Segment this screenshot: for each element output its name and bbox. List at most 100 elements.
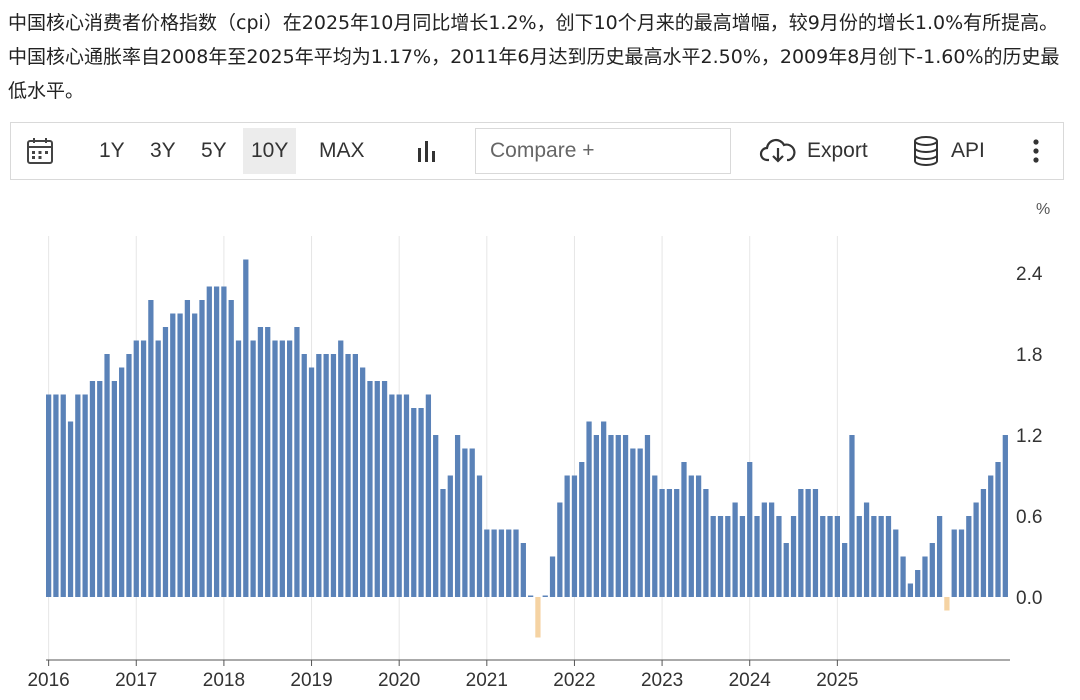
bar[interactable]: [119, 367, 125, 598]
bar[interactable]: [345, 354, 351, 597]
bar[interactable]: [221, 286, 227, 598]
bar[interactable]: [528, 595, 534, 598]
bar[interactable]: [403, 394, 410, 598]
bar[interactable]: [301, 354, 307, 597]
bar[interactable]: [637, 448, 643, 598]
bar[interactable]: [798, 489, 804, 597]
bar[interactable]: [820, 516, 826, 597]
bar[interactable]: [936, 516, 943, 597]
bar[interactable]: [440, 489, 446, 597]
bar[interactable]: [199, 300, 205, 597]
bar[interactable]: [53, 394, 59, 598]
bar[interactable]: [995, 462, 1001, 597]
bar[interactable]: [827, 516, 833, 597]
bar[interactable]: [46, 394, 52, 598]
range-10y-button[interactable]: 10Y: [243, 128, 297, 174]
bar[interactable]: [213, 286, 220, 598]
range-5y-button[interactable]: 5Y: [201, 139, 227, 162]
bar[interactable]: [666, 489, 673, 597]
bar[interactable]: [973, 502, 979, 598]
bar[interactable]: [294, 327, 300, 597]
bar[interactable]: [192, 313, 198, 598]
bar[interactable]: [761, 502, 767, 598]
bar[interactable]: [900, 556, 906, 598]
bar[interactable]: [89, 381, 96, 597]
bar[interactable]: [308, 367, 315, 598]
bar[interactable]: [396, 394, 402, 598]
bar[interactable]: [754, 516, 760, 597]
bar[interactable]: [476, 475, 483, 598]
bar[interactable]: [206, 286, 212, 598]
bar[interactable]: [681, 462, 687, 597]
chart-type-button[interactable]: [415, 123, 441, 179]
export-button[interactable]: Export: [759, 123, 868, 179]
bar[interactable]: [418, 408, 424, 597]
bar[interactable]: [1002, 435, 1008, 597]
bar[interactable]: [988, 475, 994, 598]
bar[interactable]: [454, 435, 461, 597]
bar[interactable]: [104, 354, 110, 597]
bar[interactable]: [980, 489, 987, 597]
bar[interactable]: [542, 595, 548, 598]
bar[interactable]: [287, 340, 293, 598]
bar[interactable]: [184, 300, 191, 597]
bar[interactable]: [790, 516, 797, 597]
bar[interactable]: [177, 313, 183, 598]
bar[interactable]: [783, 543, 789, 597]
bar[interactable]: [520, 543, 526, 597]
bar[interactable]: [323, 354, 329, 597]
bar[interactable]: [695, 475, 702, 598]
bar[interactable]: [257, 327, 264, 597]
bar[interactable]: [433, 435, 439, 597]
bar[interactable]: [148, 300, 154, 597]
bar[interactable]: [622, 435, 629, 597]
range-3y-button[interactable]: 3Y: [150, 139, 176, 162]
bar[interactable]: [703, 489, 709, 597]
bar[interactable]: [162, 327, 169, 597]
bar[interactable]: [425, 394, 432, 598]
bar[interactable]: [549, 556, 556, 598]
bar[interactable]: [228, 300, 234, 597]
bar[interactable]: [170, 313, 176, 598]
bar[interactable]: [951, 529, 957, 598]
bar[interactable]: [374, 381, 380, 597]
bar[interactable]: [97, 381, 103, 597]
bar[interactable]: [958, 529, 965, 598]
bar[interactable]: [513, 529, 519, 598]
bar[interactable]: [82, 394, 88, 598]
compare-input[interactable]: [475, 128, 731, 174]
bar[interactable]: [615, 435, 621, 597]
bar[interactable]: [849, 435, 855, 597]
bar[interactable]: [915, 570, 921, 597]
api-button[interactable]: API: [913, 123, 985, 179]
bar[interactable]: [929, 543, 935, 597]
bar[interactable]: [411, 408, 417, 597]
bar[interactable]: [140, 340, 147, 598]
bar[interactable]: [155, 340, 161, 598]
bar[interactable]: [506, 529, 512, 598]
bar[interactable]: [652, 475, 658, 598]
bar[interactable]: [776, 516, 782, 597]
bar[interactable]: [330, 354, 337, 597]
bar[interactable]: [586, 421, 592, 598]
bar[interactable]: [659, 489, 665, 597]
bar[interactable]: [644, 435, 651, 597]
bar[interactable]: [966, 516, 972, 597]
more-menu-button[interactable]: [1031, 123, 1041, 179]
bar[interactable]: [338, 340, 344, 598]
bar[interactable]: [535, 597, 541, 638]
bar[interactable]: [571, 475, 578, 598]
bar[interactable]: [316, 354, 322, 597]
bar[interactable]: [856, 516, 862, 597]
bar[interactable]: [878, 516, 884, 597]
bar[interactable]: [564, 475, 570, 598]
bar[interactable]: [557, 502, 563, 598]
bar[interactable]: [732, 502, 738, 598]
bar[interactable]: [133, 340, 139, 598]
bar[interactable]: [739, 516, 746, 597]
calendar-button[interactable]: [25, 123, 55, 179]
bar[interactable]: [484, 529, 490, 598]
bar[interactable]: [688, 475, 694, 598]
bar[interactable]: [922, 556, 928, 598]
range-max-button[interactable]: MAX: [319, 139, 365, 162]
